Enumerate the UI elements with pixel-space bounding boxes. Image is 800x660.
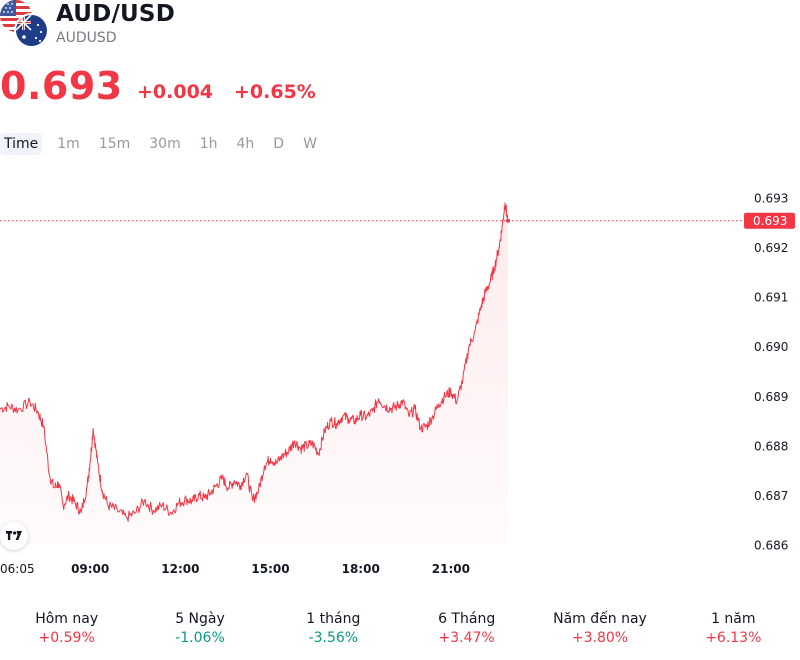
y-tick-label: 0.686 (754, 539, 788, 553)
y-tick-label: 0.693 (754, 191, 788, 205)
perf-value: +3.80% (571, 630, 629, 646)
series-area (0, 202, 508, 544)
perf-6-months[interactable]: 6 Tháng +3.47% (400, 600, 533, 660)
perf-value: +0.59% (38, 630, 95, 646)
y-tick-label: 0.692 (754, 241, 788, 255)
perf-today[interactable]: Hôm nay +0.59% (0, 600, 133, 660)
perf-label: 5 Ngày (175, 611, 225, 627)
interval-d[interactable]: D (273, 136, 285, 152)
perf-label: Hôm nay (35, 611, 99, 627)
interval-30m[interactable]: 30m (149, 136, 181, 152)
series-line (0, 202, 509, 522)
y-tick-label: 0.689 (754, 390, 788, 404)
currency-flags (0, 0, 50, 50)
perf-5-days[interactable]: 5 Ngày -1.06% (133, 600, 266, 660)
last-price-dot (506, 218, 510, 223)
interval-4h[interactable]: 4h (236, 136, 255, 152)
x-tick-label: 09:00 (71, 562, 109, 576)
x-tick-label: 06:05 (0, 562, 35, 576)
perf-value: -3.56% (308, 630, 359, 646)
symbol-header: AUD/USD AUDUSD (0, 0, 400, 50)
interval-selector: Time 1m 15m 30m 1h 4h D W (0, 132, 332, 156)
price-chart[interactable]: 0.693 0.693 0.692 0.691 0.690 0.689 0.688 0.68… (0, 180, 800, 600)
last-price: 0.693 (0, 64, 123, 108)
last-price-badge (744, 212, 795, 229)
perf-value: -1.06% (175, 630, 225, 646)
x-tick-label: 18:00 (342, 562, 380, 576)
performance-strip: Hôm nay +0.59% 5 Ngày -1.06% 1 tháng -3.… (0, 600, 800, 660)
y-tick-label: 0.691 (754, 291, 788, 305)
tradingview-logo-icon[interactable] (0, 522, 28, 550)
perf-value: +3.47% (438, 630, 495, 646)
price-change: +0.004 (137, 81, 214, 103)
y-tick-label: 0.690 (754, 340, 788, 354)
y-tick-label: 0.688 (754, 439, 788, 453)
x-tick-label: 15:00 (251, 562, 289, 576)
interval-time[interactable]: Time (0, 133, 43, 155)
price-change-percent: +0.65% (234, 81, 316, 103)
perf-ytd[interactable]: Năm đến nay +3.80% (533, 600, 666, 660)
y-tick-label: 0.687 (754, 489, 788, 503)
x-tick-label: 12:00 (161, 562, 199, 576)
last-price-axis-label: 0.693 (753, 214, 787, 228)
x-tick-label: 21:00 (432, 562, 470, 576)
quote-panel: 0.693 +0.004 +0.65% (0, 64, 500, 110)
au-flag-icon (14, 13, 49, 48)
perf-value: +6.13% (705, 630, 762, 646)
perf-label: 1 tháng (306, 611, 361, 627)
perf-label: 1 năm (711, 611, 756, 627)
perf-1-month[interactable]: 1 tháng -3.56% (267, 600, 400, 660)
symbol-ticker: AUDUSD (56, 30, 117, 46)
perf-label: 6 Tháng (438, 611, 496, 627)
perf-label: Năm đến nay (553, 611, 647, 627)
perf-1-year[interactable]: 1 năm +6.13% (667, 600, 800, 660)
interval-15m[interactable]: 15m (98, 136, 131, 152)
interval-1h[interactable]: 1h (199, 136, 218, 152)
interval-1m[interactable]: 1m (57, 136, 80, 152)
interval-w[interactable]: W (303, 136, 317, 152)
symbol-title: AUD/USD (56, 1, 175, 27)
price-chart-canvas[interactable]: 0.693 0.693 0.692 0.691 0.690 0.689 0.688 0.68… (0, 180, 800, 600)
